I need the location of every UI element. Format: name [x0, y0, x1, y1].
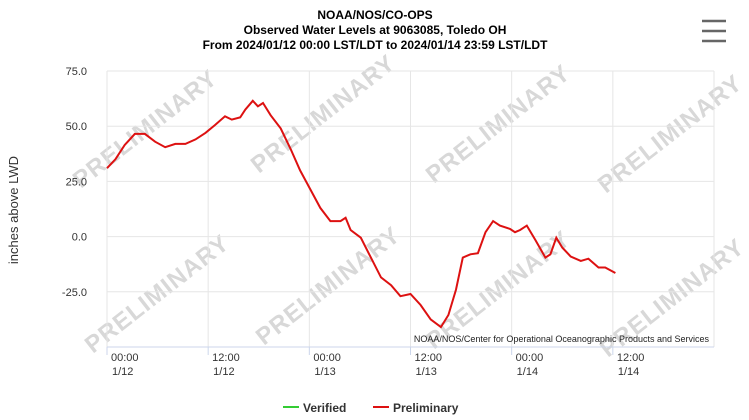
- x-tick-label: 1/13: [314, 366, 335, 378]
- x-tick-label: 1/13: [416, 366, 437, 378]
- x-tick-label: 12:00: [617, 352, 645, 364]
- y-tick-label: -25.0: [62, 287, 87, 299]
- chart-title: NOAA/NOS/CO-OPS: [317, 8, 432, 22]
- x-tick-label: 1/14: [618, 366, 639, 378]
- x-tick-label: 1/14: [517, 366, 538, 378]
- x-tick-label: 00:00: [516, 352, 544, 364]
- y-tick-label: 0.0: [72, 232, 87, 244]
- y-tick-label: 50.0: [66, 121, 87, 133]
- watermark: PRELIMINARY: [80, 229, 235, 358]
- watermark: PRELIMINARY: [593, 69, 748, 198]
- chart-subtitle: From 2024/01/12 00:00 LST/LDT to 2024/01…: [203, 38, 548, 52]
- y-tick-label: 75.0: [66, 66, 87, 78]
- legend-label: Preliminary: [393, 401, 459, 415]
- x-tick-label: 12:00: [212, 352, 240, 364]
- series-line: [106, 99, 616, 329]
- chart-subtitle: Observed Water Levels at 9063085, Toledo…: [244, 23, 507, 37]
- watermark: PRELIMINARY: [251, 221, 406, 350]
- legend-item[interactable]: Verified: [283, 401, 346, 415]
- x-tick-label: 1/12: [112, 366, 133, 378]
- x-tick-label: 1/12: [213, 366, 234, 378]
- watermark: PRELIMINARY: [68, 64, 223, 193]
- y-axis-label: inches above LWD: [6, 156, 21, 264]
- credits: NOAA/NOS/Center for Operational Oceanogr…: [414, 334, 710, 344]
- x-tick-label: 00:00: [313, 352, 341, 364]
- y-tick-label: 25.0: [66, 176, 87, 188]
- menu-button[interactable]: [700, 18, 728, 44]
- legend-label: Verified: [303, 401, 346, 415]
- x-tick-label: 00:00: [111, 352, 139, 364]
- watermark: PRELIMINARY: [421, 59, 576, 188]
- x-tick-label: 12:00: [415, 352, 443, 364]
- legend-item[interactable]: Preliminary: [373, 401, 459, 415]
